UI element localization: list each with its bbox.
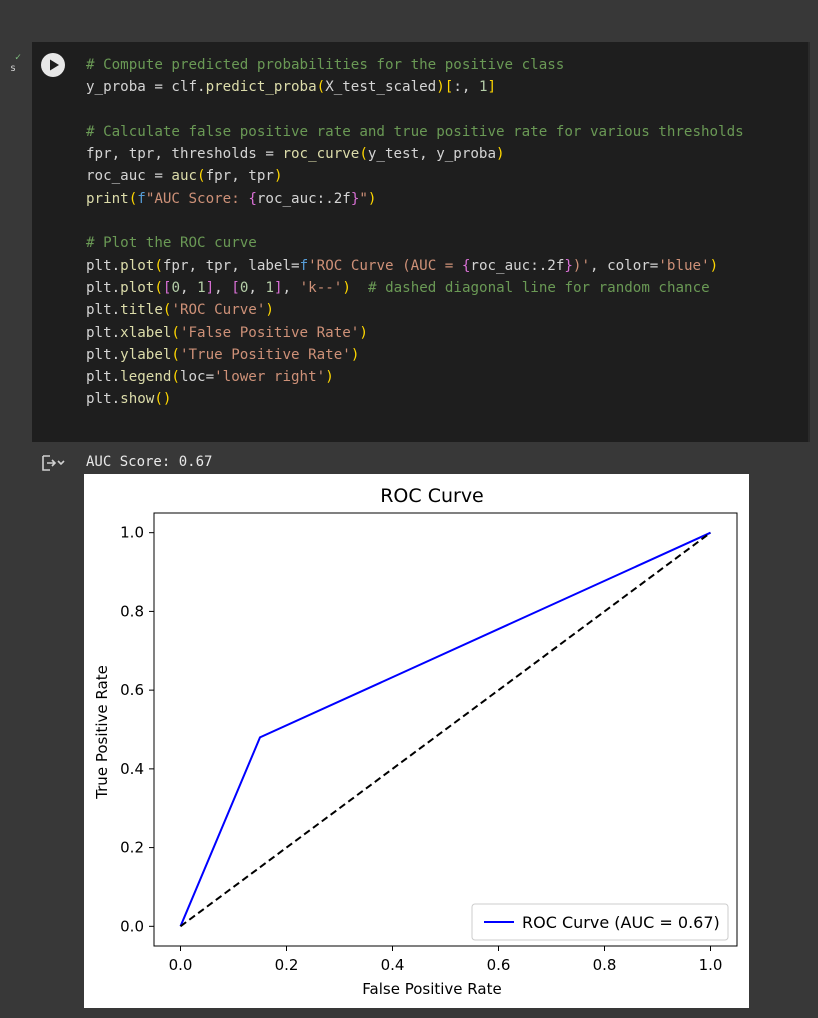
code-line: # Plot the ROC curve <box>86 235 257 252</box>
run-cell-button[interactable] <box>41 53 65 77</box>
y-tick-label: 1.0 <box>120 524 144 542</box>
code-line: plt.xlabel('False Positive Rate') <box>86 324 368 341</box>
execution-time-label: s <box>10 63 17 74</box>
cell-gutter <box>0 28 32 1018</box>
y-tick-label: 0.0 <box>120 917 144 935</box>
roc-curve-line <box>179 531 711 927</box>
play-icon <box>50 59 59 71</box>
legend-box <box>471 903 729 941</box>
x-tick-label: 0.6 <box>487 956 511 974</box>
code-line: roc_auc = auc(fpr, tpr) <box>86 168 283 185</box>
code-line: # Compute predicted probabilities for th… <box>86 57 565 73</box>
plot-frame <box>153 512 738 947</box>
roc-plot: ROC Curve False Positive Rate True Posit… <box>84 474 749 1008</box>
code-line: print(f"AUC Score: {roc_auc:.2f}") <box>86 190 377 207</box>
chart-title: ROC Curve <box>380 485 484 507</box>
code-line: plt.plot(fpr, tpr, label=f'ROC Curve (AU… <box>86 257 719 274</box>
y-tick-label: 0.4 <box>120 760 144 778</box>
code-line: plt.legend(loc='lower right') <box>86 369 334 386</box>
code-line: plt.ylabel('True Positive Rate') <box>86 346 360 363</box>
legend-label: ROC Curve (AUC = 0.67) <box>522 913 720 932</box>
y-tick-label: 0.8 <box>120 602 144 620</box>
output-toggle-icon[interactable] <box>40 452 66 474</box>
top-bar <box>0 0 818 28</box>
executed-check-icon: ✓ <box>15 52 22 63</box>
code-editor[interactable]: # Compute predicted probabilities for th… <box>86 54 744 411</box>
x-tick-label: 0.4 <box>381 956 405 974</box>
x-axis-label: False Positive Rate <box>362 980 501 998</box>
roc-chart: ROC Curve False Positive Rate True Posit… <box>93 485 738 998</box>
code-line: fpr, tpr, thresholds = roc_curve(y_test,… <box>86 146 505 163</box>
x-tick-label: 1.0 <box>699 956 723 974</box>
y-tick-label: 0.6 <box>120 681 144 699</box>
code-line: plt.plot([0, 1], [0, 1], 'k--') # dashed… <box>86 279 710 296</box>
random-chance-line <box>179 531 712 928</box>
code-line: y_proba = clf.predict_proba(X_test_scale… <box>86 79 497 96</box>
y-axis-label: True Positive Rate <box>93 665 111 800</box>
y-tick-label: 0.2 <box>120 839 144 857</box>
code-cell[interactable] <box>32 42 808 442</box>
code-line: plt.show() <box>86 391 172 408</box>
x-tick-label: 0.8 <box>593 956 617 974</box>
output-text: AUC Score: 0.67 <box>86 454 213 470</box>
x-tick-label: 0.0 <box>169 956 193 974</box>
code-line: plt.title('ROC Curve') <box>86 302 274 319</box>
cell-scrollbar[interactable] <box>808 42 810 442</box>
code-line: # Calculate false positive rate and true… <box>86 123 744 140</box>
x-tick-label: 0.2 <box>275 956 299 974</box>
